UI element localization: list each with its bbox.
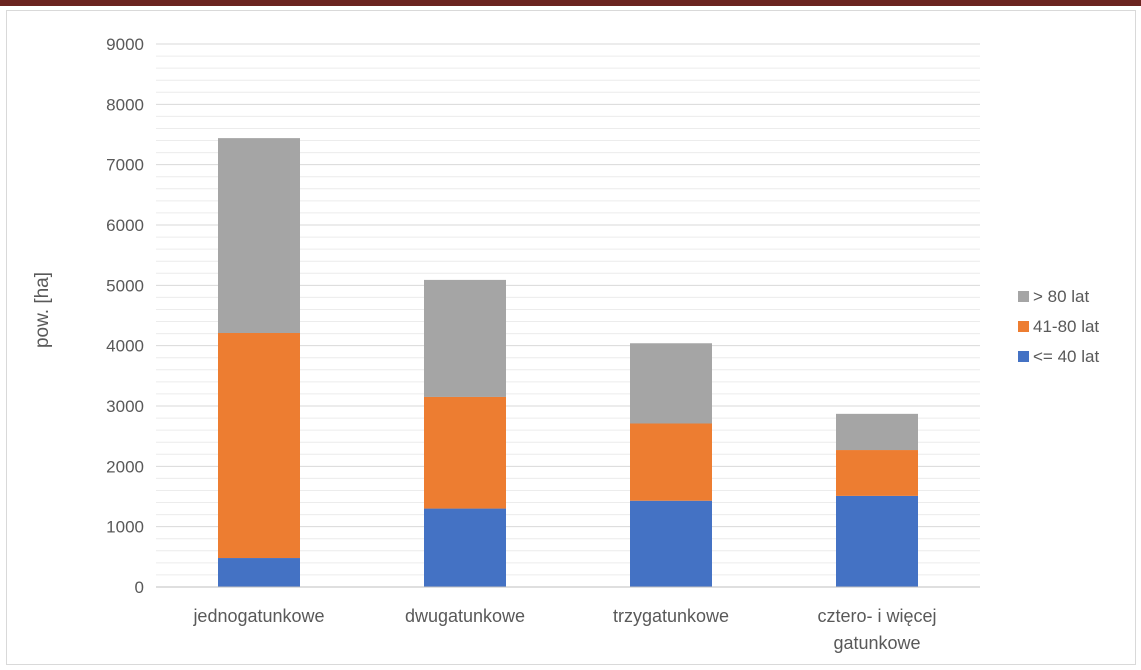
legend-swatch [1018, 351, 1029, 362]
y-tick-label: 8000 [106, 95, 144, 114]
bar-segment [836, 495, 918, 587]
legend: > 80 lat 41-80 lat <= 40 lat [1018, 287, 1099, 366]
y-tick-label: 2000 [106, 457, 144, 476]
bars [218, 138, 918, 587]
legend-label: 41-80 lat [1033, 317, 1099, 336]
bar-segment [630, 500, 712, 587]
y-tick-label: 1000 [106, 518, 144, 537]
y-tick-label: 6000 [106, 216, 144, 235]
y-axis-title: pow. [ha] [32, 272, 53, 348]
bar-segment [424, 396, 506, 509]
bar-segment [218, 558, 300, 587]
legend-swatch [1018, 291, 1029, 302]
bar-segment [218, 138, 300, 333]
bar-segment [424, 279, 506, 397]
y-tick-labels: 0 1000 2000 3000 4000 5000 6000 7000 8000 9000 [106, 35, 144, 597]
bar-segment [836, 450, 918, 496]
top-border-bar [0, 0, 1141, 6]
y-tick-label: 4000 [106, 337, 144, 356]
x-tick-label: cztero- i więcej gatunkowe [817, 606, 936, 653]
bar-segment [630, 343, 712, 424]
bar-segment [836, 413, 918, 451]
chart-frame [6, 10, 1136, 665]
legend-label: > 80 lat [1033, 287, 1090, 306]
y-tick-label: 5000 [106, 276, 144, 295]
x-tick-label: dwugatunkowe [405, 606, 525, 626]
x-tick-labels: jednogatunkowe dwugatunkowe trzygatunkowe c… [192, 606, 936, 653]
y-tick-label: 7000 [106, 156, 144, 175]
bar-segment [218, 332, 300, 559]
bar-segment [630, 423, 712, 501]
bar-segment [424, 508, 506, 587]
y-tick-label: 9000 [106, 35, 144, 54]
legend-label: <= 40 lat [1033, 347, 1099, 366]
y-tick-label: 0 [135, 578, 144, 597]
x-tick-label: jednogatunkowe [192, 606, 324, 626]
x-tick-label: trzygatunkowe [613, 606, 729, 626]
legend-swatch [1018, 321, 1029, 332]
y-tick-label: 3000 [106, 397, 144, 416]
